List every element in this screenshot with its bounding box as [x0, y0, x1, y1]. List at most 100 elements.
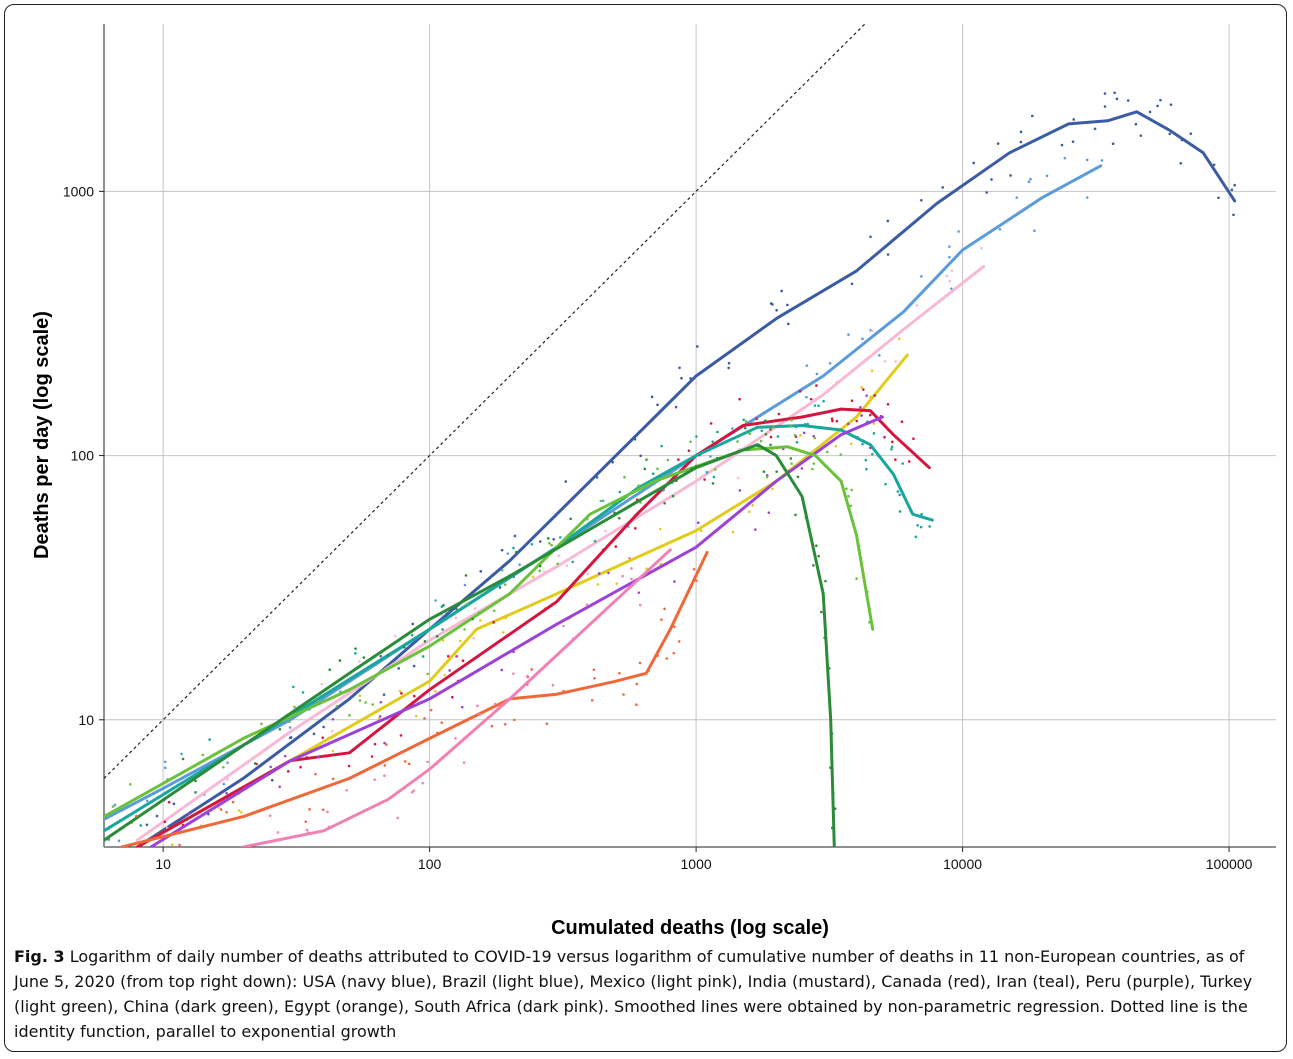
data-point: [455, 607, 458, 611]
data-point: [552, 538, 556, 541]
data-point: [163, 820, 167, 824]
data-point: [760, 429, 764, 433]
data-point: [1232, 213, 1235, 217]
data-point: [1179, 161, 1183, 165]
data-point: [278, 785, 282, 789]
data-point: [283, 754, 287, 758]
plot-area: [104, 24, 1237, 847]
axes: [103, 24, 1276, 848]
data-point: [231, 800, 235, 804]
data-point: [530, 542, 534, 546]
data-point: [703, 478, 706, 481]
data-point: [834, 444, 838, 448]
data-point: [328, 668, 332, 671]
data-point: [268, 814, 272, 818]
data-point: [630, 567, 633, 570]
data-point: [414, 714, 418, 718]
data-point: [225, 791, 228, 795]
series-5: [104, 399, 934, 841]
data-point: [1212, 163, 1216, 167]
series-line: [135, 110, 1237, 847]
data-point: [512, 672, 515, 675]
data-point: [400, 692, 403, 695]
data-point: [407, 762, 411, 766]
data-point: [331, 749, 335, 753]
data-point: [614, 545, 618, 548]
data-point: [396, 816, 400, 820]
data-point: [288, 726, 292, 729]
series-line: [104, 445, 875, 819]
data-point: [398, 689, 402, 693]
data-point: [1019, 130, 1023, 134]
grid: [99, 24, 1276, 852]
data-point: [435, 635, 439, 638]
data-point: [1115, 97, 1119, 101]
series-10: [241, 548, 672, 847]
data-point: [713, 468, 717, 471]
data-point: [217, 806, 221, 810]
data-point: [402, 645, 406, 649]
data-point: [513, 534, 517, 538]
data-point: [915, 304, 919, 307]
data-point: [550, 543, 553, 547]
data-point: [813, 436, 817, 440]
data-point: [278, 727, 282, 731]
data-point: [503, 583, 507, 586]
data-point: [460, 705, 464, 709]
data-point: [354, 647, 357, 650]
data-point: [850, 282, 854, 286]
data-point: [403, 760, 407, 763]
data-point: [586, 572, 590, 575]
data-point: [562, 624, 565, 628]
data-point: [662, 488, 665, 492]
data-point: [743, 426, 747, 430]
data-point: [515, 550, 518, 554]
series-line: [104, 424, 934, 833]
data-point: [645, 458, 649, 461]
caption-label: Fig. 3: [14, 947, 65, 966]
data-point: [637, 591, 641, 594]
data-point: [812, 462, 816, 465]
data-point: [564, 480, 568, 483]
data-point: [410, 634, 414, 637]
data-point: [796, 475, 800, 479]
series-9: [120, 550, 709, 847]
data-point: [1148, 110, 1152, 114]
data-point: [314, 772, 317, 776]
data-point: [276, 831, 280, 834]
data-point: [291, 685, 295, 689]
data-point: [358, 660, 361, 663]
data-point: [565, 564, 569, 567]
data-point: [764, 432, 768, 436]
data-point: [865, 467, 868, 471]
data-point: [426, 672, 429, 676]
data-point: [423, 640, 427, 643]
data-point: [531, 575, 535, 578]
series-line: [104, 164, 1103, 821]
data-point: [870, 329, 874, 333]
x-tick-label: 10000: [943, 856, 982, 872]
data-point: [226, 778, 229, 781]
data-point: [678, 366, 681, 370]
data-point: [593, 676, 596, 680]
data-point: [744, 420, 748, 423]
data-point: [599, 499, 603, 503]
data-point: [747, 510, 751, 513]
data-point: [155, 814, 159, 818]
data-point: [225, 810, 228, 814]
data-point: [798, 390, 802, 393]
data-point: [919, 525, 923, 529]
data-point: [665, 657, 669, 660]
data-point: [434, 599, 437, 602]
data-point: [362, 656, 366, 659]
data-point: [884, 482, 887, 486]
data-point: [663, 607, 666, 611]
data-point: [571, 560, 574, 564]
data-point: [849, 442, 853, 446]
data-point: [764, 419, 767, 422]
data-point: [828, 361, 832, 365]
data-point: [286, 770, 290, 773]
data-point: [397, 667, 400, 670]
data-point: [890, 445, 894, 449]
data-point: [364, 701, 367, 704]
